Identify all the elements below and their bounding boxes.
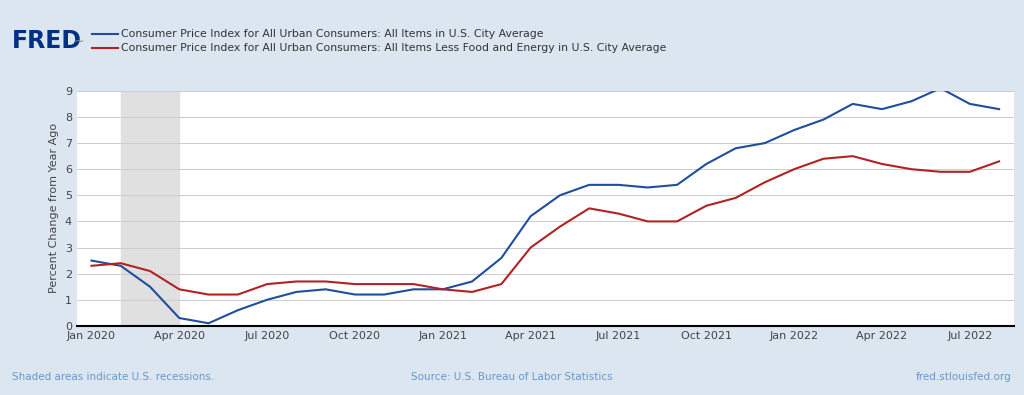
- Text: ~: ~: [74, 35, 84, 48]
- Text: Consumer Price Index for All Urban Consumers: All Items in U.S. City Average: Consumer Price Index for All Urban Consu…: [121, 28, 544, 39]
- Text: Source: U.S. Bureau of Labor Statistics: Source: U.S. Bureau of Labor Statistics: [412, 372, 612, 382]
- Text: Shaded areas indicate U.S. recessions.: Shaded areas indicate U.S. recessions.: [12, 372, 215, 382]
- Text: Consumer Price Index for All Urban Consumers: All Items Less Food and Energy in : Consumer Price Index for All Urban Consu…: [121, 43, 667, 53]
- Bar: [121, 91, 179, 326]
- Text: FRED: FRED: [12, 30, 82, 53]
- Text: fred.stlouisfed.org: fred.stlouisfed.org: [915, 372, 1012, 382]
- Y-axis label: Percent Change from Year Ago: Percent Change from Year Ago: [49, 123, 59, 293]
